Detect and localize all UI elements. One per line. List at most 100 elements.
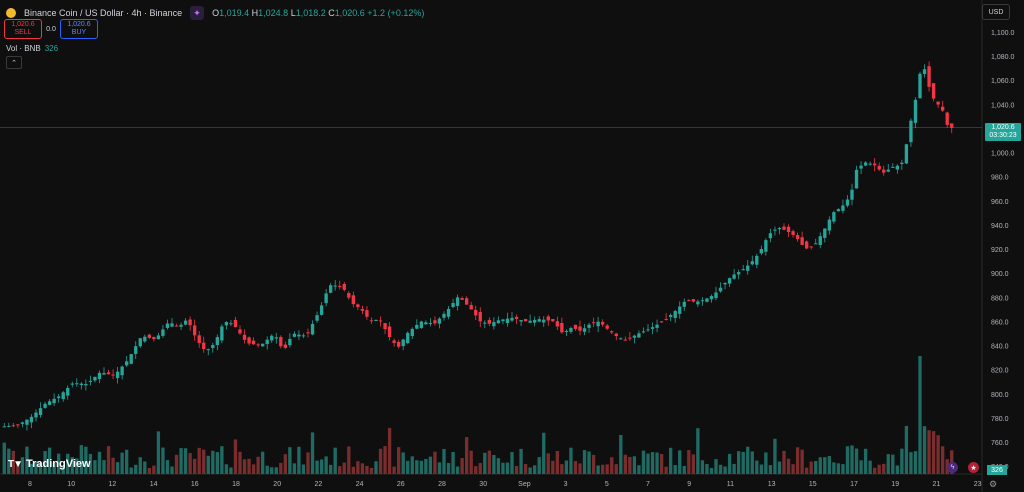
volume-bar (283, 454, 287, 474)
spread-value: 0.0 (46, 25, 56, 33)
volume-bar (782, 450, 786, 474)
candle-body (809, 246, 813, 248)
x-tick-label: Sep (518, 481, 531, 488)
candle-body (419, 321, 423, 328)
volume-bar (786, 458, 791, 474)
candle-body (165, 323, 170, 328)
candle-body (528, 320, 532, 323)
volume-bar (2, 442, 6, 474)
volume-bar (886, 454, 890, 474)
us-flag-icon[interactable]: ★ (968, 462, 979, 473)
candle-body (555, 321, 559, 327)
collapse-chevron-icon[interactable]: ⌃ (6, 56, 22, 69)
volume-bar (918, 356, 922, 474)
symbol-title[interactable]: Binance Coin / US Dollar · 4h · Binance (24, 8, 183, 18)
volume-bar (174, 454, 179, 474)
settings-gear-icon[interactable]: ⚙ (989, 479, 998, 489)
x-tick-label: 18 (232, 481, 240, 488)
volume-bar (333, 447, 337, 474)
x-tick-label: 5 (605, 481, 609, 488)
volume-bar (25, 446, 29, 474)
volume-bar (483, 452, 487, 474)
volume-bar (605, 464, 609, 474)
volume-bar (360, 463, 365, 474)
candle-body (795, 235, 800, 239)
candle-body (623, 339, 627, 341)
volume-bar (247, 458, 251, 474)
candle-body (564, 331, 569, 333)
volume-bar (134, 464, 138, 474)
volume-bar (315, 460, 319, 474)
candle-body (188, 319, 192, 326)
candle-body (229, 323, 233, 325)
volume-bar (383, 446, 387, 474)
volume-bar (387, 427, 392, 474)
volume-bar (696, 428, 700, 474)
volume-bar (501, 462, 505, 474)
candle-body (737, 272, 741, 275)
volume-bar (224, 464, 229, 474)
candle-body (863, 162, 868, 166)
volume-bar (814, 461, 818, 474)
lightning-icon[interactable]: ϟ (947, 462, 958, 473)
candle-body (610, 331, 614, 333)
y-tick-label: 980.0 (991, 175, 1009, 182)
candle-body (57, 396, 61, 399)
volume-bar (841, 464, 845, 474)
volume-bar (365, 465, 369, 474)
volume-bar (709, 467, 714, 474)
candle-body (333, 285, 337, 287)
candle-body (705, 298, 709, 302)
currency-selector[interactable]: USD (982, 4, 1010, 20)
candle-body (410, 328, 414, 337)
volume-bar (632, 456, 637, 474)
candle-body (247, 337, 251, 344)
candle-body (451, 303, 455, 308)
candle-body (315, 315, 319, 321)
volume-bar (70, 457, 74, 474)
x-tick-label: 15 (809, 481, 817, 488)
candle-body (369, 320, 374, 322)
candle-body (501, 319, 505, 322)
volume-bar (610, 457, 614, 474)
candle-body (433, 320, 437, 324)
tradingview-logo-icon: T▼ (8, 458, 23, 470)
volume-bar (877, 464, 881, 474)
volume-bar (614, 464, 618, 474)
volume-bar (628, 456, 632, 474)
volume-bar (514, 465, 519, 474)
volume-bar (691, 454, 695, 474)
candle-body (596, 321, 600, 327)
candle-body (505, 318, 510, 324)
candle-body (147, 334, 151, 338)
candle-body (542, 319, 546, 323)
candle-body (324, 293, 328, 304)
candle-body (927, 66, 931, 87)
x-tick-label: 24 (356, 481, 364, 488)
y-tick-label: 1,000.0 (991, 151, 1014, 158)
candle-body (827, 219, 831, 231)
candle-body (718, 287, 723, 292)
sell-button[interactable]: 1,020.6 SELL (4, 19, 42, 39)
candle-body (773, 229, 777, 231)
volume-bar (496, 458, 501, 474)
volume-bar (102, 460, 106, 474)
candle-body (918, 73, 922, 99)
volume-bar (310, 432, 315, 474)
volume-bar (591, 454, 596, 474)
candle-body (292, 333, 297, 337)
candle-body (659, 321, 664, 323)
candle-body (251, 340, 256, 345)
compare-icon[interactable]: ✦ (190, 6, 205, 20)
volume-bar (936, 435, 940, 474)
volume-indicator-label[interactable]: Vol · BNB 326 (6, 44, 59, 53)
buy-button[interactable]: 1,020.6 BUY (60, 19, 98, 39)
tradingview-logo[interactable]: T▼ TradingView (8, 458, 91, 470)
x-tick-label: 16 (191, 481, 199, 488)
candle-body (125, 361, 129, 366)
candle-body (483, 322, 487, 324)
volume-bar (678, 450, 682, 474)
volume-bar (165, 460, 170, 474)
candle-body (88, 380, 93, 382)
